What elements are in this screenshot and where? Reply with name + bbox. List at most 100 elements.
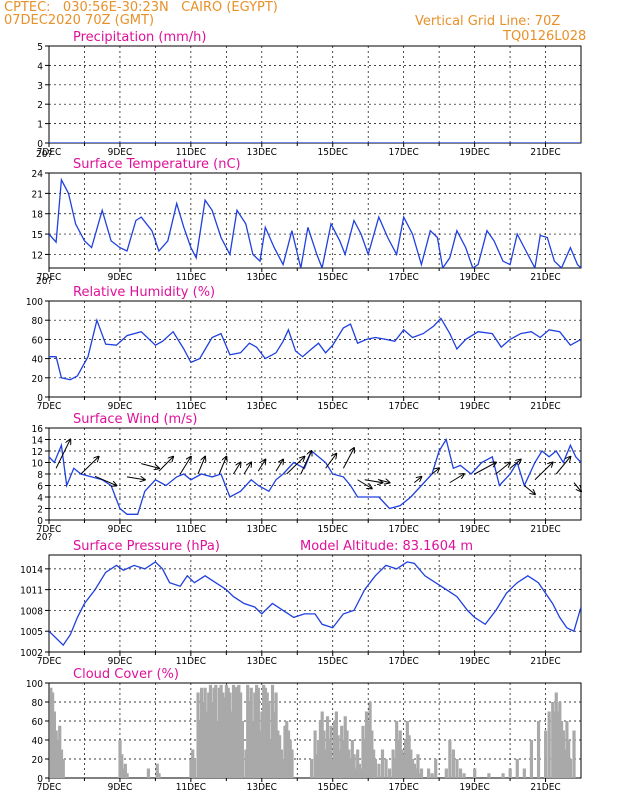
cloud-bar <box>322 730 326 778</box>
cloud-bar <box>318 721 323 778</box>
wind-ytick-label: 16 <box>32 424 44 435</box>
cloud-bar <box>547 711 551 778</box>
wind-ytick-label: 0 <box>37 516 43 527</box>
cloud-bar <box>370 730 374 778</box>
cloud-xtick-label: 11DEC <box>176 782 206 793</box>
cloud-bar <box>572 730 576 778</box>
temp-xtick-label: 15DEC <box>318 272 348 283</box>
cloud-bar <box>350 740 354 778</box>
wind-ytick-label: 12 <box>32 447 43 458</box>
cloud-bar <box>215 721 220 778</box>
cloud-bar <box>334 711 338 778</box>
wind-vector <box>555 457 570 475</box>
cloud-bar <box>458 768 463 778</box>
cloud-bar <box>487 773 491 778</box>
cloud-bar <box>333 721 337 778</box>
cloud-bar <box>403 740 408 778</box>
rh-ytick-label: 60 <box>32 335 44 346</box>
rh-ytick-label: 100 <box>26 297 43 308</box>
cloud-bar <box>309 759 314 778</box>
rh-xtick-label: 15DEC <box>318 401 348 412</box>
cloud-bar <box>221 692 225 778</box>
rh-series-line <box>49 317 581 381</box>
cloud-bar <box>418 773 422 778</box>
wind-vector <box>357 479 372 489</box>
cloud-bar <box>377 763 381 778</box>
cloud-bar <box>354 768 358 778</box>
wind-title: Surface Wind (m/s) <box>73 412 197 427</box>
cloud-bar <box>341 740 346 778</box>
cloud-bar <box>219 684 223 778</box>
cloud-bar <box>251 721 255 778</box>
cloud-bar <box>364 711 369 778</box>
wind-xtick-label: 17DEC <box>388 524 418 535</box>
temp-title: Surface Temperature (nC) <box>73 157 241 172</box>
wind-series-line <box>49 437 581 515</box>
cloud-bar <box>347 749 351 778</box>
cloud-bar <box>192 759 197 778</box>
cloud-bar <box>286 730 291 778</box>
rh-xtick-label: 21DEC <box>530 401 560 412</box>
precip-ytick-label: 1 <box>37 120 43 131</box>
cloud-bar <box>198 721 202 778</box>
cloud-bar <box>230 711 234 778</box>
cloud-bar <box>554 692 558 778</box>
cloud-bar <box>278 735 282 778</box>
pressure-xtick-label: 17DEC <box>388 656 418 667</box>
cloud-bar <box>239 692 243 778</box>
cloud-bar <box>49 687 53 778</box>
wind-xtick-label: 11DEC <box>176 524 206 535</box>
cloud-bar <box>501 773 505 778</box>
cloud-bar <box>368 702 372 778</box>
cloud-bar <box>210 702 214 778</box>
cloud-bar <box>228 692 232 778</box>
cloud-bar <box>231 684 236 778</box>
cloud-bar <box>444 768 448 778</box>
wind-ytick-label: 2 <box>37 505 43 516</box>
cloud-bar <box>565 721 569 778</box>
cloud-bar <box>393 759 397 778</box>
pressure-ytick-label: 1014 <box>20 565 43 576</box>
wind-vector <box>55 440 70 469</box>
cloud-bar <box>380 749 385 778</box>
wind-vector <box>378 480 390 483</box>
cloud-bar <box>372 749 376 778</box>
temp-ytick-label: 15 <box>32 230 43 241</box>
rh-xtick-label: 17DEC <box>388 401 418 412</box>
cloud-xtick-label: 7DEC <box>37 782 62 793</box>
rh-ytick-label: 0 <box>37 393 43 404</box>
rh-frame <box>48 300 582 398</box>
cloud-bar <box>249 687 253 778</box>
wind-vector <box>342 448 354 469</box>
cloud-bar <box>396 740 401 778</box>
precip-frame <box>48 45 582 144</box>
cloud-bar <box>235 686 239 778</box>
temp-ytick-label: 12 <box>32 250 43 261</box>
cloud-bar <box>361 725 365 778</box>
cloud-bar <box>320 711 324 778</box>
cloud-bar <box>356 749 360 778</box>
cloud-ytick-label: 20 <box>32 755 44 766</box>
pressure-ytick-label: 1005 <box>20 627 43 638</box>
cloud-bar <box>285 721 289 778</box>
cloud-bar <box>125 773 129 778</box>
cloud-bar <box>279 749 284 778</box>
cloud-xtick-label: 13DEC <box>247 782 277 793</box>
temp-frame <box>48 172 582 269</box>
cloud-ytick-label: 0 <box>37 774 43 785</box>
pressure-xtick-label: 19DEC <box>459 656 489 667</box>
pressure-xtick-label: 9DEC <box>108 656 133 667</box>
cloud-bar <box>407 735 411 778</box>
header-model-id: TQ0126L028 <box>503 29 587 44</box>
wind-vector <box>94 475 116 485</box>
pressure-xtick-label: 13DEC <box>247 656 277 667</box>
cloud-bar <box>262 684 266 778</box>
cloud-bar <box>267 702 271 778</box>
pressure-ytick-label: 1002 <box>20 648 43 659</box>
cloud-bar <box>414 768 418 778</box>
wind-xtick-label: 7DEC <box>37 524 62 535</box>
cloud-bar <box>56 740 60 778</box>
header-grid-line: Vertical Grid Line: 70Z <box>415 14 561 29</box>
cloud-bar <box>203 687 207 778</box>
